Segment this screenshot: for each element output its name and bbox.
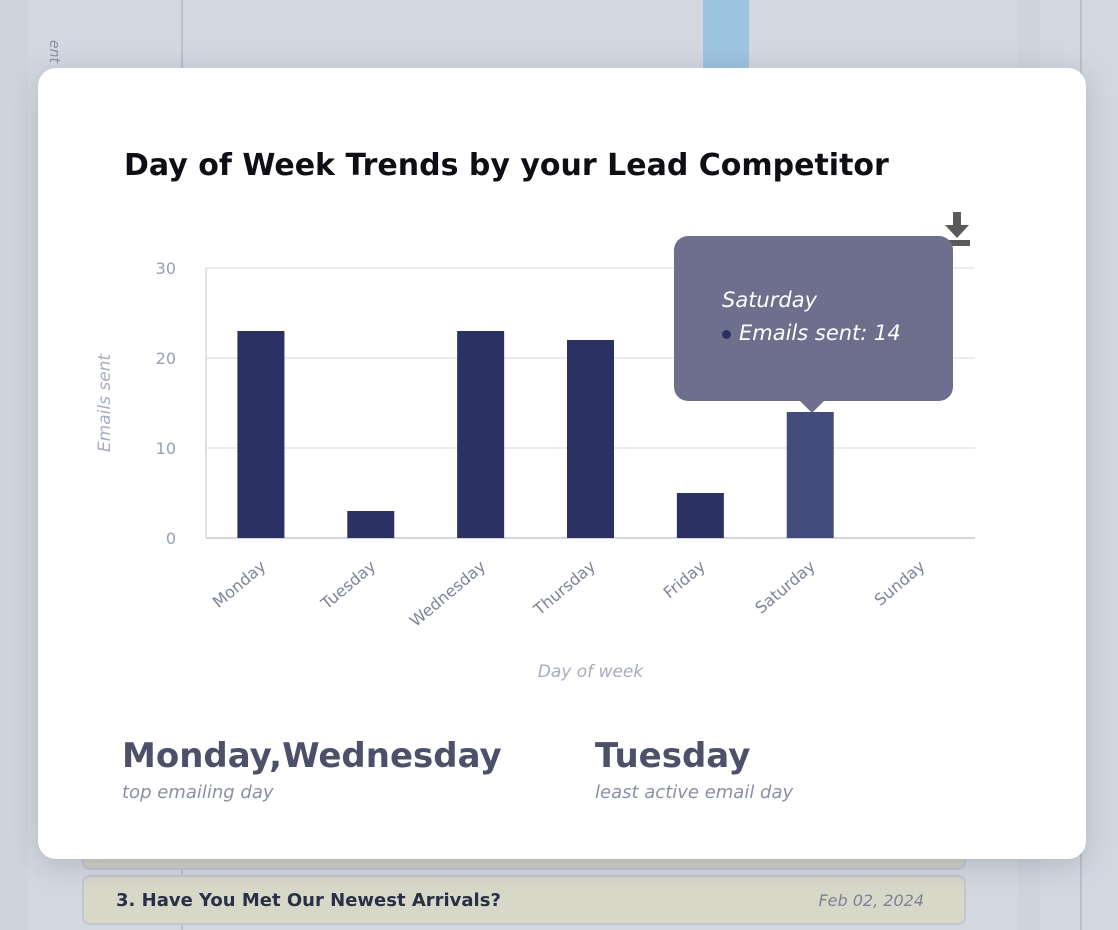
stat-top-day-value: Monday,Wednesday [122,736,502,776]
download-icon[interactable] [942,212,972,248]
chart-tooltip: Saturday Emails sent: 14 [674,236,953,413]
x-tick-label: Thursday [529,557,599,620]
tooltip-title: Saturday [722,288,818,312]
email-date: Feb 02, 2024 [818,891,924,910]
y-axis-title: Emails sent [95,353,115,453]
email-title: 3. Have You Met Our Newest Arrivals? [116,890,501,911]
tooltip-value-text: Emails sent: 14 [739,321,901,345]
x-tick-label: Monday [209,557,270,612]
x-tick-label: Wednesday [406,557,489,631]
email-list-item[interactable]: 3. Have You Met Our Newest Arrivals? Feb… [82,875,966,925]
stat-least-day: Tuesday least active email day [595,736,793,803]
y-tick-label: 30 [156,259,176,278]
x-tick-label: Tuesday [317,557,380,614]
y-tick-label: 10 [156,439,176,458]
bar-monday [237,331,285,538]
modal-title: Day of Week Trends by your Lead Competit… [124,148,889,183]
stat-top-day-label: top emailing day [122,782,274,803]
x-tick-label: Sunday [871,557,929,610]
bar-tuesday [347,511,395,538]
tooltip-value: Emails sent: 14 [722,321,901,345]
series-dot-icon [722,329,731,339]
y-tick-label: 0 [166,529,176,548]
x-tick-label: Friday [660,557,709,603]
stat-least-day-value: Tuesday [595,736,751,776]
bar-saturday [786,412,834,538]
y-tick-label: 20 [156,349,176,368]
bar-wednesday [457,331,505,538]
chart-modal: Day of Week Trends by your Lead Competit… [38,68,1086,859]
bar-chart: 0 10 20 30 Monday Tuesday Wednesday Thursday Fri… [95,259,975,682]
stat-top-day: Monday,Wednesday top emailing day [122,736,502,803]
bar-thursday [567,340,614,538]
bar-friday [676,493,724,538]
x-tick-label: Saturday [751,557,818,618]
x-axis-title: Day of week [538,662,645,682]
stat-least-day-label: least active email day [595,782,794,803]
background-accent-bar [703,0,749,70]
